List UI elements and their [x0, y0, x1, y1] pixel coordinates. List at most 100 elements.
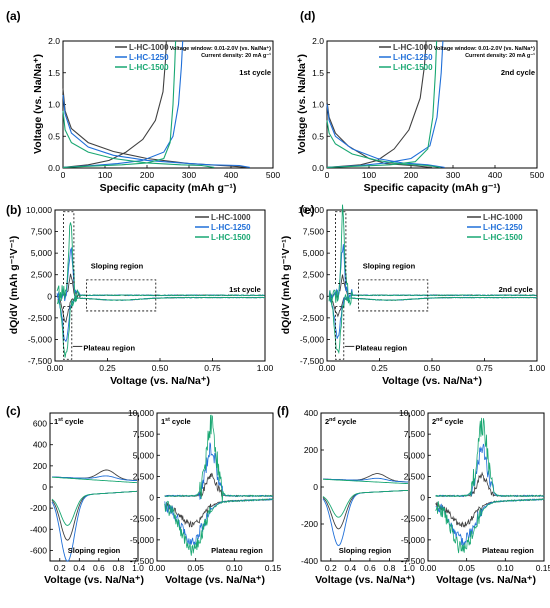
panel-(b)-xtick-label: 0.50	[152, 363, 169, 373]
annotation-sloping: Sloping region	[91, 262, 144, 271]
series-L-HC-1500-discharge	[326, 120, 441, 168]
legend-label: L-HC-1000	[211, 213, 251, 222]
legend-label: L-HC-1500	[129, 63, 169, 72]
series-L-HC-1000-discharge	[329, 296, 538, 318]
annotation-voltage-window: Voltage window: 0.01-2.0V (vs. Na/Na⁺)	[170, 45, 271, 52]
series-L-HC-1000-discharge	[322, 489, 408, 530]
panel-(c-right)-frame	[156, 412, 274, 562]
panel-(b)-ytick-label: -5,000	[28, 334, 52, 344]
series-L-HC-1500-charge	[326, 40, 438, 168]
panel-(d)-ytick-label: 0.0	[312, 163, 324, 173]
panel-label-b: (b)	[6, 203, 21, 217]
panel-(f-left)-xtick-label: 0.2	[325, 563, 337, 573]
panel-(d)-ytick-label: 1.5	[312, 68, 324, 78]
legend-label: L-HC-1250	[393, 53, 433, 62]
legend-label: L-HC-1500	[393, 63, 433, 72]
panel-(f-right)-ytick-label: 0	[420, 493, 425, 503]
panel-(c-right)-ytick-label: -7,500	[130, 556, 154, 566]
panel-(c-left)-ytick-label: 200	[33, 461, 47, 471]
series-L-HC-1500-charge	[164, 414, 274, 503]
panel-(c-left)-xtick-label: 0.2	[54, 563, 66, 573]
panel-(a)-xtick-label: 100	[98, 170, 112, 180]
panel-(a)-ytick-label: 2.0	[48, 36, 60, 46]
panel-(e)-xtick-label: 0.00	[319, 363, 336, 373]
panel-(b)-xtick-label: 1.00	[257, 363, 274, 373]
panel-(c-right)-ytick-label: 2,500	[133, 471, 155, 481]
panel-(b)-xtick-label: 0.75	[204, 363, 221, 373]
panel-(a)-xtick-label: 300	[182, 170, 196, 180]
panel-(a)-ytick-label: 1.0	[48, 100, 60, 110]
panel-(c-left)-ytick-label: -600	[30, 545, 47, 555]
x-axis-label: Voltage (vs. Na/Na⁺)	[110, 375, 210, 387]
panel-(f-right)-ytick-label: 10,000	[399, 408, 425, 418]
series-L-HC-1000-discharge	[51, 490, 138, 541]
panel-(a)-xtick-label: 400	[224, 170, 238, 180]
annotation-current-density: Current density: 20 mA g⁻¹	[201, 52, 271, 59]
panel-(d)-xtick-label: 400	[488, 170, 502, 180]
panel-(c-left)-ytick-label: 400	[33, 440, 47, 450]
panel-(f-left)-ytick-label: 400	[304, 408, 318, 418]
y-axis-label: Voltage (vs. Na/Na⁺)	[32, 54, 44, 154]
series-L-HC-1000-discharge	[57, 296, 266, 323]
panel-(f-right)-xtick-label: 0.05	[458, 563, 475, 573]
panel-(c-right)-xtick-label: 0.10	[226, 563, 243, 573]
panel-(c-right)-ytick-label: 10,000	[128, 408, 154, 418]
x-axis-label: Voltage (vs. Na/Na⁺)	[165, 574, 265, 586]
panel-(a)-ytick-label: 0.0	[48, 163, 60, 173]
legend-label: L-HC-1250	[483, 223, 523, 232]
x-axis-label: Specific capacity (mAh g⁻¹)	[364, 182, 501, 194]
plateau-box-upper	[63, 211, 75, 284]
series-L-HC-1250-discharge	[57, 295, 266, 343]
panel-(c-right)-ytick-label: -5,000	[130, 535, 154, 545]
series-L-HC-1500-discharge	[62, 110, 215, 168]
series-L-HC-1250-discharge	[322, 489, 408, 546]
panel-(d)-ytick-label: 0.5	[312, 131, 324, 141]
x-axis-label: Voltage (vs. Na/Na⁺)	[436, 574, 536, 586]
panel-(d)-xtick-label: 100	[362, 170, 376, 180]
legend-label: L-HC-1500	[211, 233, 251, 242]
legend-label: L-HC-1250	[129, 53, 169, 62]
annotation-sloping: Sloping region	[339, 546, 392, 555]
panel-(e)-xtick-label: 1.00	[529, 363, 546, 373]
panel-(c-left)-xtick-label: 1.0	[132, 563, 144, 573]
series-L-HC-1500-charge	[56, 222, 265, 302]
x-axis-label: Specific capacity (mAh g⁻¹)	[100, 182, 237, 194]
panel-label-d: (d)	[300, 9, 315, 23]
series-L-HC-1250-discharge	[62, 94, 250, 168]
panel-(f-right)-ytick-label: 2,500	[404, 471, 426, 481]
panel-(e)-xtick-label: 0.50	[424, 363, 441, 373]
panel-(b)-ytick-label: -2,500	[28, 313, 52, 323]
series-L-HC-1500-charge	[435, 417, 545, 498]
panel-(c-right)-ytick-label: 7,500	[133, 429, 155, 439]
panel-(f-right)-frame	[427, 412, 545, 562]
series-L-HC-1250-charge	[51, 475, 137, 482]
x-axis-label: Voltage (vs. Na/Na⁺)	[382, 375, 482, 387]
series-L-HC-1250-charge	[326, 40, 444, 168]
series-L-HC-1500-discharge	[51, 490, 138, 526]
panel-(f-right)-ytick-label: 5,000	[404, 450, 426, 460]
panel-(e)-ytick-label: -2,500	[300, 313, 324, 323]
panel-(c-left)-ytick-label: 600	[33, 419, 47, 429]
panel-(b)-ytick-label: -7,500	[28, 356, 52, 366]
panel-(b)-ytick-label: 7,500	[31, 227, 53, 237]
panel-(a)-xtick-label: 200	[140, 170, 154, 180]
x-axis-label: Voltage (vs. Na/Na⁺)	[44, 574, 144, 586]
panel-(c-right)-ytick-label: 0	[149, 493, 154, 503]
panel-(c-left)-ytick-label: 0	[42, 482, 47, 492]
panel-(f-right)-ytick-label: -7,500	[401, 556, 425, 566]
annotation-cycle: 2nd cycle	[501, 68, 535, 77]
panel-(b)-xtick-label: 0.25	[99, 363, 116, 373]
annotation-cycle: 2nd cycle	[432, 417, 463, 426]
panel-(e)-ytick-label: -7,500	[300, 356, 324, 366]
series-L-HC-1000-charge	[326, 40, 427, 168]
annotation-cycle: 1st cycle	[229, 285, 261, 294]
panel-(f-right)-xtick-label: 0.10	[497, 563, 514, 573]
panel-(c-left)-xtick-label: 0.4	[73, 563, 85, 573]
panel-(f-left)-frame	[320, 412, 410, 562]
panel-(c-left)-ytick-label: -400	[30, 524, 47, 534]
panel-(f-right)-ytick-label: 7,500	[404, 429, 426, 439]
panel-(b)-ytick-label: 0	[47, 291, 52, 301]
panel-(f-right)-ytick-label: -5,000	[401, 535, 425, 545]
panel-(c-right)-xtick-label: 0.00	[149, 563, 166, 573]
